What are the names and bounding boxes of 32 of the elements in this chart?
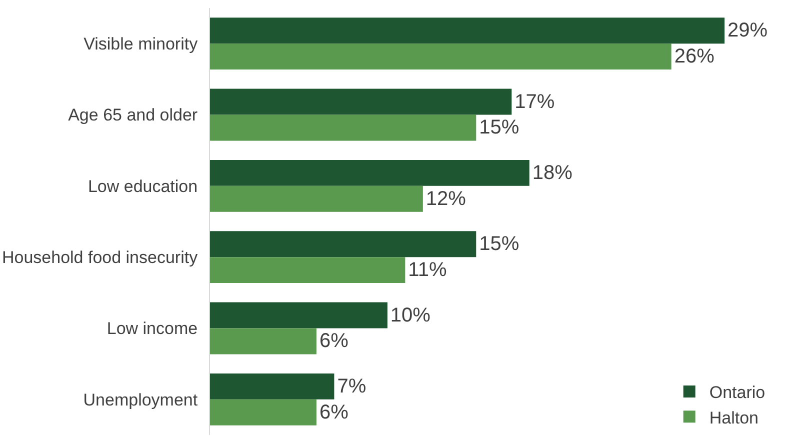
bar [210, 399, 316, 426]
data-label: 29% [728, 20, 768, 42]
y-tick-label: Low income [106, 319, 198, 338]
data-label: 18% [532, 162, 573, 184]
data-label: 10% [390, 304, 431, 326]
data-label: 7% [337, 375, 366, 398]
legend-label: Halton [709, 408, 758, 428]
data-label: 6% [319, 330, 349, 352]
bar [210, 373, 334, 400]
data-label: 15% [479, 116, 520, 139]
data-label: 17% [514, 90, 555, 113]
data-label: 15% [479, 233, 520, 256]
bar [210, 44, 672, 70]
bar [210, 88, 512, 115]
bar [210, 328, 316, 354]
bar [210, 231, 476, 258]
bar [210, 257, 406, 284]
legend-label: Ontario [709, 383, 766, 402]
bar [210, 18, 725, 44]
y-tick-label: Low education [88, 176, 198, 196]
y-tick-label: Household food insecurity [2, 248, 198, 268]
y-tick-label: Age 65 and older [68, 106, 198, 125]
bar [210, 114, 476, 141]
data-label: 6% [319, 401, 349, 424]
bar [210, 302, 388, 328]
y-tick-label: Unemployment [83, 390, 198, 410]
bar [210, 160, 530, 186]
data-label: 12% [426, 188, 466, 210]
data-label: 11% [408, 259, 447, 282]
bar [210, 186, 423, 212]
data-label: 26% [674, 46, 715, 68]
y-tick-label: Visible minority [84, 34, 198, 54]
